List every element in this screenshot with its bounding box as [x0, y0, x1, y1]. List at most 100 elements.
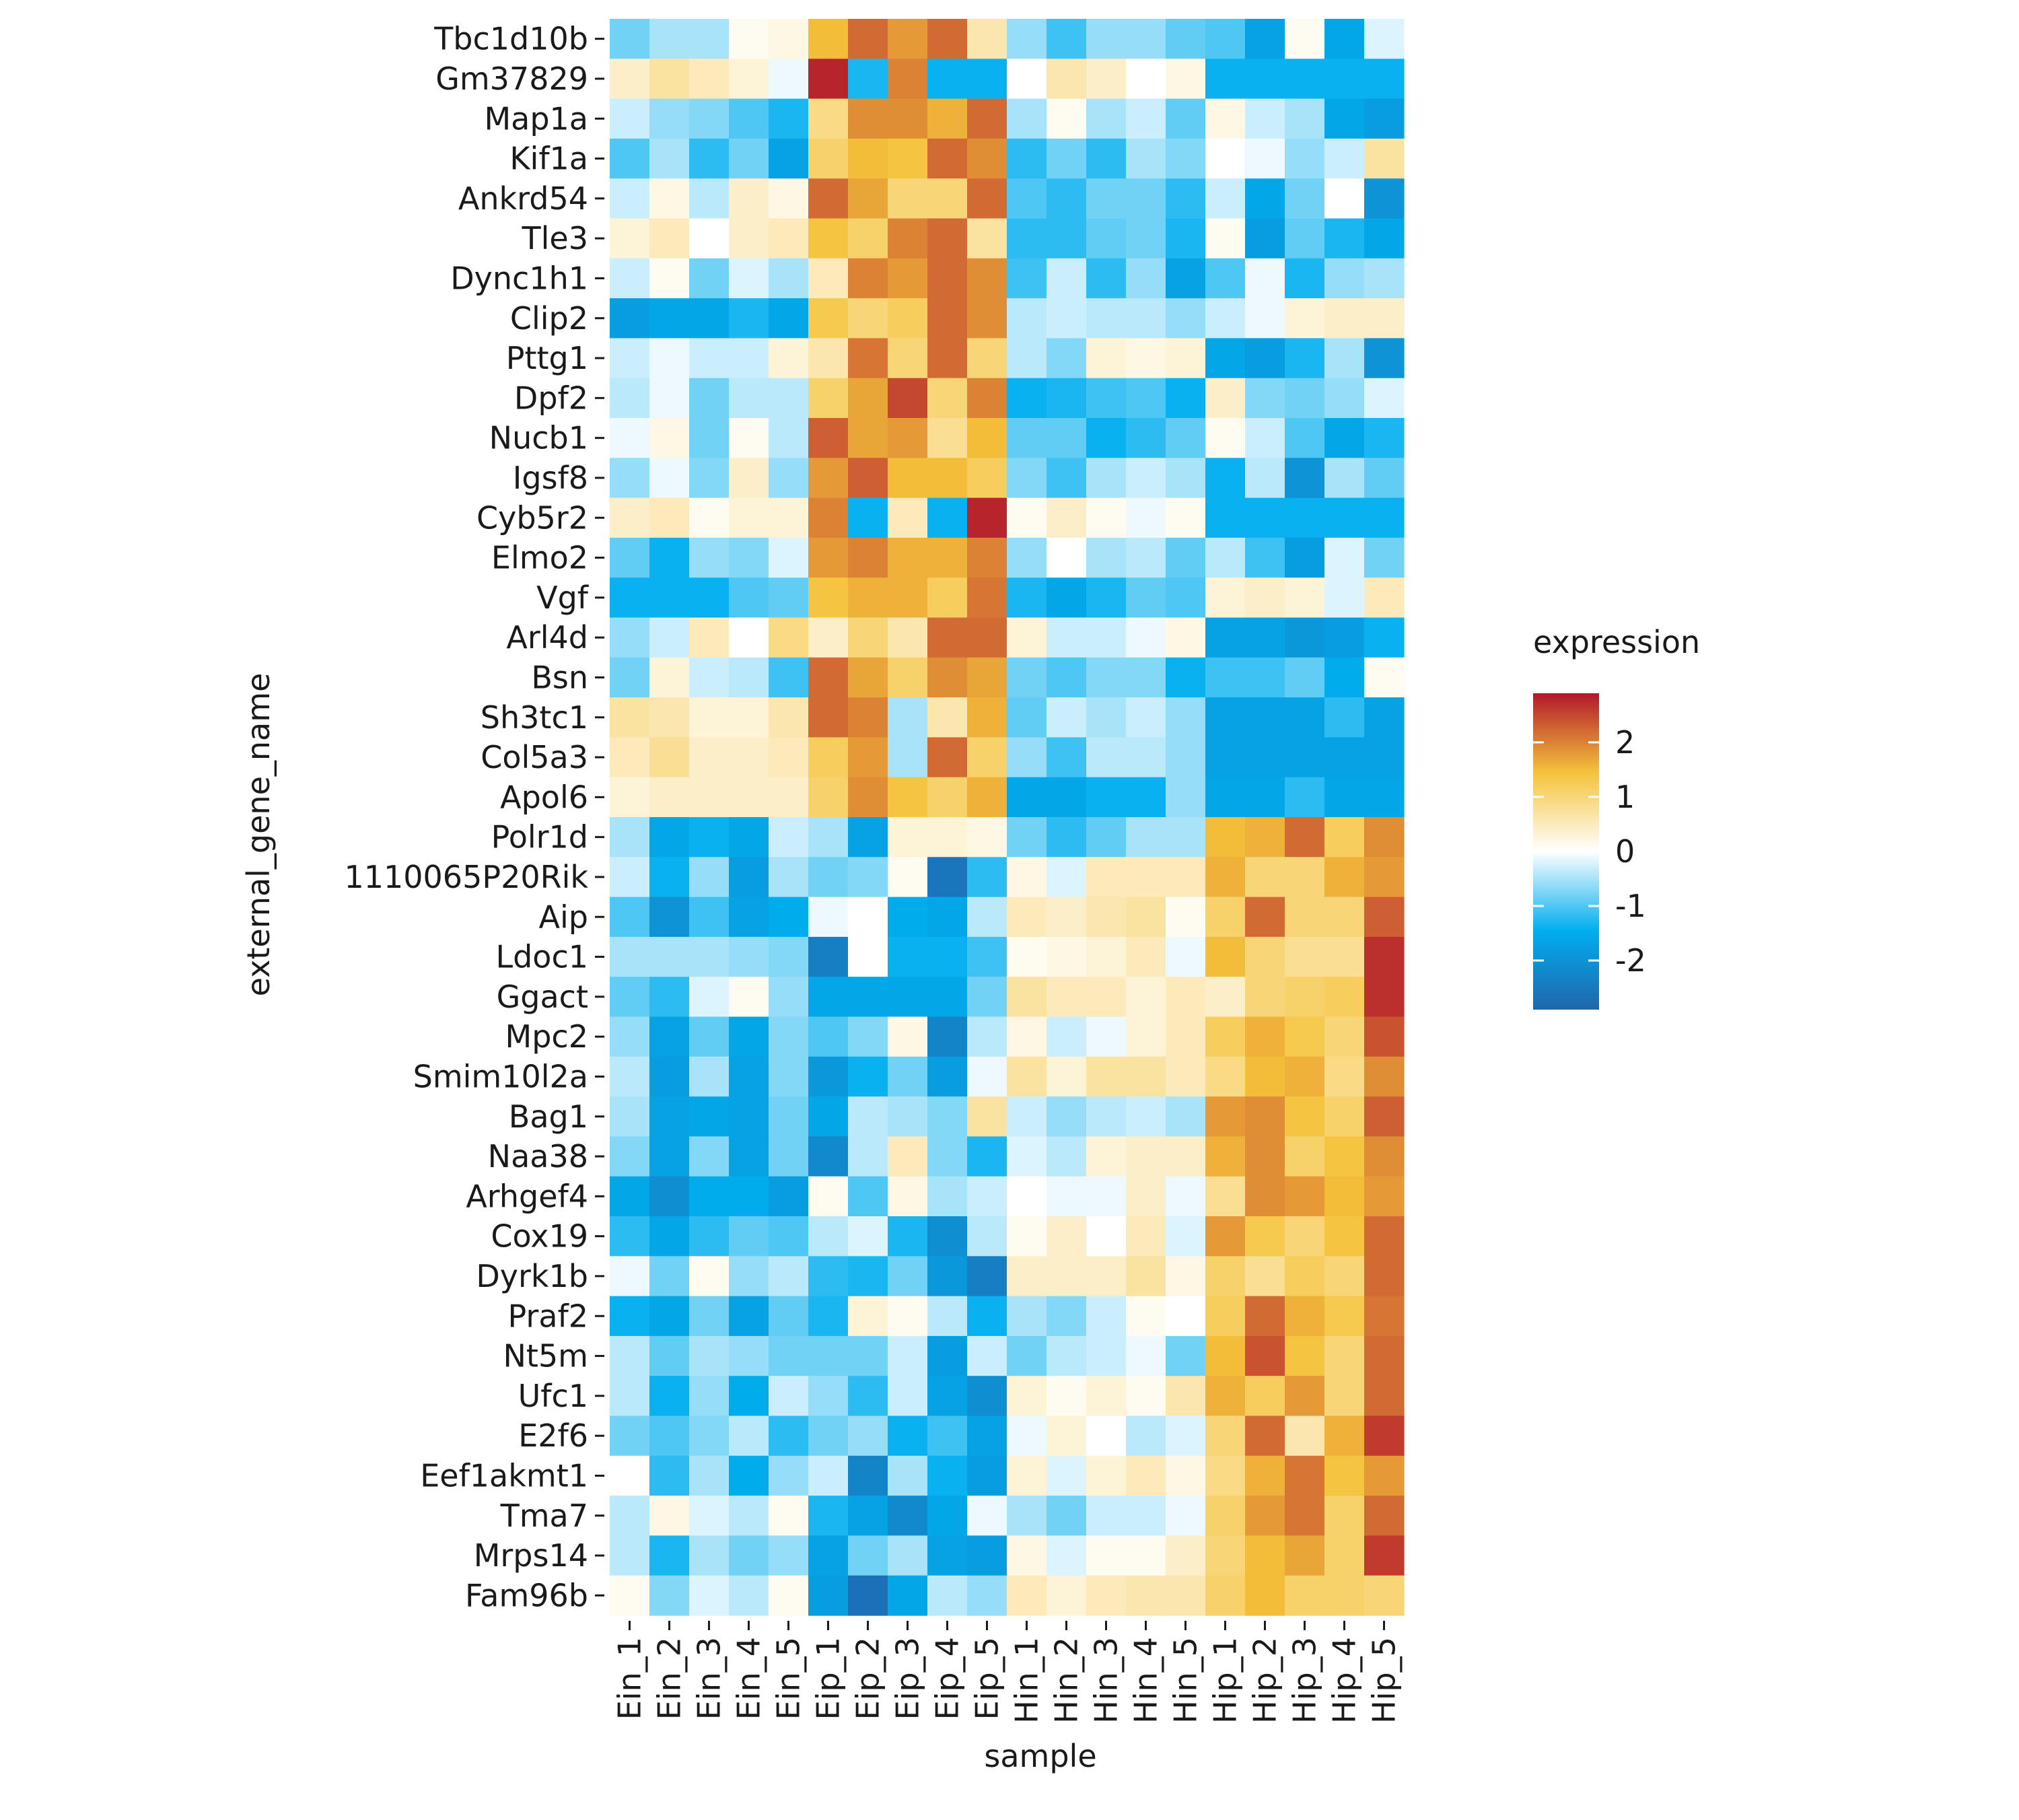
heatmap-cell	[1324, 1176, 1365, 1217]
heatmap-cell	[1047, 1096, 1087, 1137]
heatmap-cell	[1166, 1415, 1206, 1457]
heatmap-cell	[808, 537, 849, 578]
heatmap-cell	[1205, 418, 1246, 458]
heatmap-cell	[1166, 1256, 1206, 1297]
x-tick-label: Eip_5	[969, 1637, 1005, 1720]
heatmap-cell	[1086, 98, 1127, 139]
heatmap-cell	[729, 458, 769, 499]
heatmap-cell	[1245, 537, 1285, 578]
heatmap-cell	[927, 338, 968, 379]
heatmap-cell	[967, 98, 1007, 139]
heatmap-cell	[769, 298, 809, 339]
heatmap-cell	[1364, 1096, 1405, 1137]
heatmap-cell	[808, 817, 849, 858]
heatmap-cell	[1205, 59, 1246, 100]
heatmap-cell	[888, 258, 928, 299]
x-axis-label: sample	[984, 1738, 1096, 1774]
heatmap-cell	[1166, 578, 1206, 619]
heatmap-cell	[610, 418, 650, 458]
heatmap-cell	[1126, 19, 1166, 59]
heatmap-cell	[1126, 1176, 1166, 1217]
heatmap-cell	[610, 1376, 650, 1417]
heatmap-cell	[769, 1136, 809, 1177]
heatmap-cell	[1364, 737, 1405, 778]
y-tick-label: Bsn	[531, 659, 588, 695]
heatmap-cell	[1245, 578, 1285, 619]
y-tick-label: Apol6	[500, 779, 588, 815]
heatmap-cell	[1285, 1535, 1325, 1576]
heatmap-cell	[610, 1455, 650, 1496]
heatmap-cell	[610, 897, 650, 938]
heatmap-cell	[848, 1376, 888, 1417]
heatmap-cell	[1245, 178, 1285, 219]
heatmap-cell	[1364, 657, 1405, 698]
heatmap-cell	[769, 1535, 809, 1576]
heatmap-cell	[1007, 1496, 1047, 1536]
heatmap-cell	[808, 617, 849, 658]
heatmap-cell	[1047, 378, 1087, 419]
heatmap-cell	[649, 537, 690, 578]
heatmap-cell	[1126, 1415, 1166, 1457]
heatmap-cell	[1086, 1096, 1127, 1137]
heatmap-cell	[649, 1096, 690, 1137]
heatmap-cell	[1285, 1496, 1325, 1536]
heatmap-cell	[610, 497, 650, 538]
heatmap-cell	[1166, 178, 1206, 219]
heatmap-cell	[808, 458, 849, 499]
heatmap-cell	[808, 378, 849, 419]
heatmap-cell	[808, 1296, 849, 1337]
heatmap-cell	[689, 617, 730, 658]
heatmap-cell	[1324, 138, 1365, 179]
heatmap-cell	[1126, 657, 1166, 698]
heatmap-cell	[808, 338, 849, 379]
heatmap-cell	[729, 1575, 769, 1616]
heatmap-cell	[1364, 697, 1405, 738]
y-tick-label: Col5a3	[481, 739, 588, 775]
heatmap-cell	[1007, 1376, 1047, 1417]
heatmap-cell	[848, 458, 888, 499]
heatmap-cell	[729, 497, 769, 538]
heatmap-cell	[1205, 657, 1246, 698]
heatmap-cell	[848, 657, 888, 698]
heatmap-cell	[1205, 1176, 1246, 1217]
heatmap-cell	[1086, 897, 1127, 938]
heatmap-cell	[1047, 936, 1087, 977]
y-tick-label: Pttg1	[506, 340, 588, 376]
heatmap-cell	[1205, 178, 1246, 219]
heatmap-cell	[1047, 578, 1087, 619]
heatmap-cell	[729, 977, 769, 1018]
heatmap-cell	[1126, 737, 1166, 778]
heatmap-cell	[1324, 1296, 1365, 1337]
y-tick-label: Mpc2	[505, 1018, 588, 1055]
heatmap-cell	[729, 1096, 769, 1137]
heatmap-cell	[808, 1335, 849, 1376]
heatmap-cell	[769, 697, 809, 738]
heatmap-cell	[769, 936, 809, 977]
heatmap-cell	[848, 1016, 888, 1057]
heatmap-cell	[1364, 977, 1405, 1018]
heatmap-cell	[1166, 1056, 1206, 1097]
heatmap-cell	[649, 1575, 690, 1616]
heatmap-cell	[1086, 1335, 1127, 1376]
heatmap-cell	[927, 1216, 968, 1257]
heatmap-cell	[1245, 1016, 1285, 1057]
heatmap-cell	[1364, 1056, 1405, 1097]
heatmap-cell	[1205, 338, 1246, 379]
heatmap-cell	[808, 578, 849, 619]
heatmap-cell	[1086, 1455, 1127, 1496]
y-tick-label: Kif1a	[509, 141, 588, 177]
heatmap-cell	[1205, 777, 1246, 818]
heatmap-cell	[1086, 537, 1127, 578]
heatmap-cell	[888, 497, 928, 538]
heatmap-cell	[1245, 1296, 1285, 1337]
heatmap-cell	[1364, 578, 1405, 619]
heatmap-cell	[1086, 1535, 1127, 1576]
heatmap-cell	[967, 378, 1007, 419]
heatmap-cell	[808, 1376, 849, 1417]
x-tick-label: Eip_4	[929, 1637, 966, 1720]
heatmap-cell	[1285, 617, 1325, 658]
y-tick-label: Dync1h1	[450, 260, 588, 296]
heatmap-cell	[1364, 138, 1405, 179]
heatmap-cell	[1086, 1016, 1127, 1057]
heatmap-cell	[769, 977, 809, 1018]
